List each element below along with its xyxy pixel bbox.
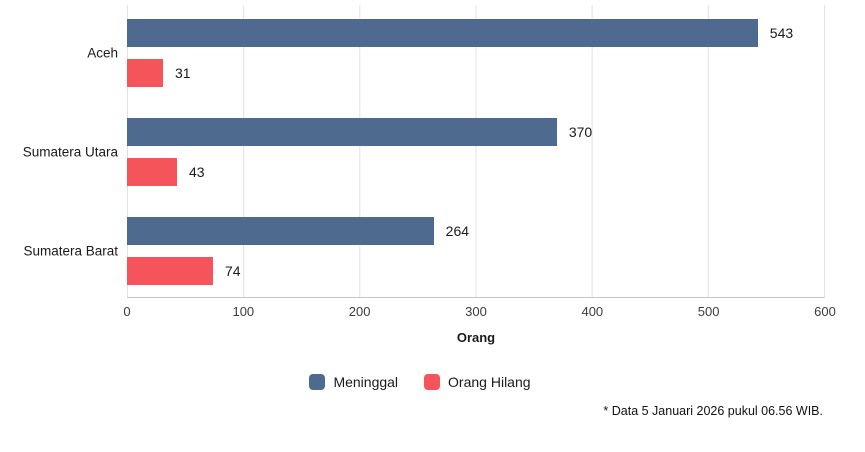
bar-meninggal xyxy=(127,118,557,146)
category-label: Aceh xyxy=(87,45,118,61)
bar-group-aceh: Aceh 543 31 xyxy=(87,19,824,87)
bar-value-label: 31 xyxy=(175,65,191,81)
x-tick-label: 500 xyxy=(697,304,720,319)
x-axis: 0 100 200 300 400 500 600 xyxy=(123,304,835,322)
plot-area: Aceh 543 31 Sumatera Utara 370 43 Sumatera Bar… xyxy=(23,5,825,298)
bar-group-sumatera-utara: Sumatera Utara 370 43 xyxy=(23,118,824,186)
bar-row-orang-hilang: 74 xyxy=(127,257,824,285)
category-label: Sumatera Utara xyxy=(22,144,118,160)
x-tick-label: 300 xyxy=(465,304,487,319)
bar-meninggal xyxy=(127,19,758,47)
legend-swatch xyxy=(309,374,326,390)
bar-value-label: 43 xyxy=(188,164,205,180)
x-tick-label: 200 xyxy=(348,304,371,319)
bar-row-meninggal: 264 xyxy=(127,217,824,245)
legend-label: Meninggal xyxy=(333,374,399,390)
bar-group-sumatera-barat: Sumatera Barat 264 74 xyxy=(23,217,824,285)
legend-label: Orang Hilang xyxy=(448,374,531,390)
bar-meninggal xyxy=(127,217,434,245)
bar-orang-hilang xyxy=(127,257,213,285)
legend: Meninggal Orang Hilang xyxy=(0,374,840,390)
footnote: * Data 5 Januari 2026 pukul 06.56 WIB. xyxy=(603,404,823,418)
legend-item-meninggal: Meninggal xyxy=(309,374,398,390)
bar-orang-hilang xyxy=(127,158,177,186)
legend-swatch xyxy=(424,374,441,390)
x-tick-label: 100 xyxy=(232,304,255,319)
bar-value-label: 370 xyxy=(568,124,593,140)
bar-row-meninggal: 543 xyxy=(127,19,824,47)
category-label: Sumatera Barat xyxy=(23,243,118,259)
x-axis-title: Orang xyxy=(456,330,496,345)
bar-orang-hilang xyxy=(127,59,163,87)
bar-value-label: 74 xyxy=(224,263,241,279)
bar-row-orang-hilang: 43 xyxy=(127,158,824,186)
legend-item-orang-hilang: Orang Hilang xyxy=(424,374,531,390)
bar-value-label: 543 xyxy=(769,25,794,41)
bar-row-orang-hilang: 31 xyxy=(127,59,824,87)
bar-value-label: 264 xyxy=(445,223,470,239)
x-tick-label: 0 xyxy=(123,304,131,319)
bar-row-meninggal: 370 xyxy=(127,118,824,146)
x-tick-label: 400 xyxy=(581,304,604,319)
x-tick-label: 600 xyxy=(814,304,836,319)
